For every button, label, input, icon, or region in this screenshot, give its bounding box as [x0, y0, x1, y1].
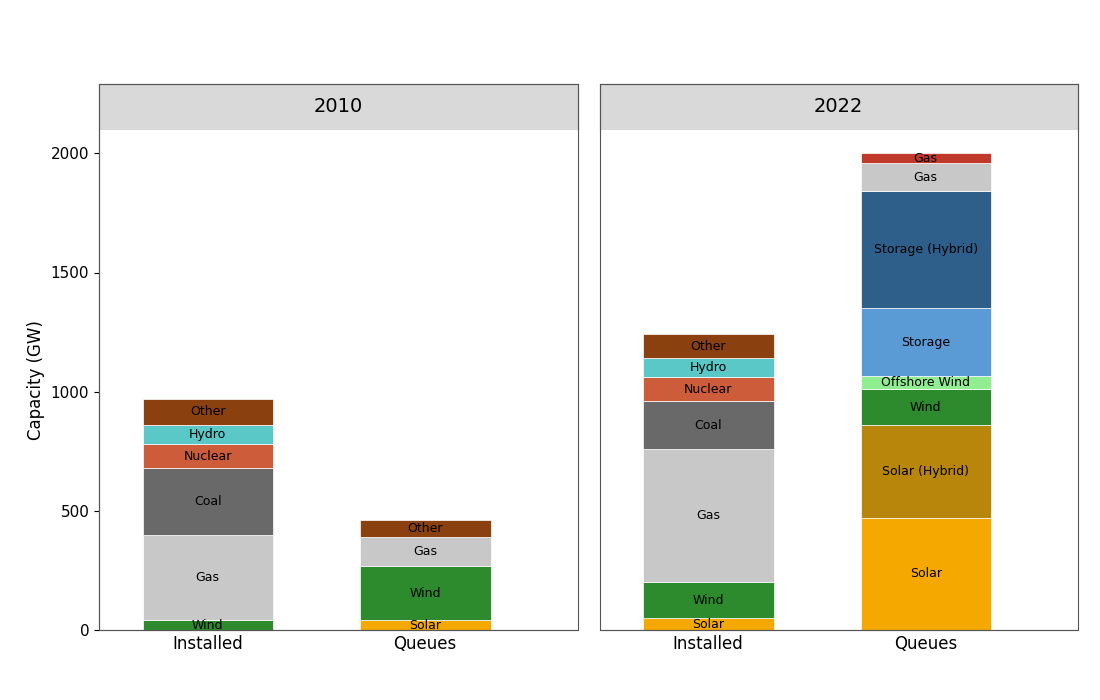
Text: Coal: Coal [194, 495, 221, 508]
Text: Coal: Coal [694, 419, 722, 431]
Text: Wind: Wind [409, 587, 441, 600]
Text: Hydro: Hydro [189, 428, 227, 441]
Bar [644, 449, 773, 582]
Text: Solar: Solar [692, 617, 724, 631]
Text: Hydro: Hydro [690, 361, 727, 374]
Bar [143, 620, 273, 630]
Bar [644, 582, 773, 618]
Text: Gas: Gas [914, 152, 937, 164]
Bar [860, 376, 991, 389]
Text: Wind: Wind [910, 400, 942, 414]
Text: Gas: Gas [414, 545, 438, 558]
Text: Other: Other [407, 522, 443, 536]
Bar [360, 520, 491, 537]
Bar [644, 401, 773, 449]
Text: Gas: Gas [196, 571, 220, 584]
Text: Storage: Storage [901, 336, 950, 349]
Text: Gas: Gas [914, 171, 937, 183]
Text: Nuclear: Nuclear [184, 449, 232, 463]
Bar [860, 389, 991, 425]
Bar [143, 468, 273, 535]
Bar [143, 399, 273, 425]
Bar [360, 537, 491, 566]
Text: 2022: 2022 [814, 97, 864, 116]
Bar [360, 566, 491, 620]
Text: Nuclear: Nuclear [684, 383, 733, 395]
Text: Solar: Solar [910, 568, 942, 580]
Bar [143, 444, 273, 468]
Bar [860, 192, 991, 308]
Bar [860, 425, 991, 518]
Bar [644, 377, 773, 401]
Bar [860, 153, 991, 163]
Bar [360, 620, 491, 630]
Text: Other: Other [190, 405, 226, 419]
Text: Solar: Solar [409, 619, 441, 631]
Text: Solar (Hybrid): Solar (Hybrid) [882, 465, 969, 478]
Bar [860, 163, 991, 192]
Bar [644, 618, 773, 630]
Text: Offshore Wind: Offshore Wind [881, 376, 970, 389]
Bar [143, 535, 273, 620]
Text: Storage (Hybrid): Storage (Hybrid) [873, 244, 978, 256]
Bar [644, 358, 773, 377]
Text: Wind: Wind [192, 619, 223, 631]
Y-axis label: Capacity (GW): Capacity (GW) [28, 320, 45, 440]
Bar [143, 425, 273, 444]
Bar [860, 308, 991, 376]
Text: Other: Other [691, 340, 726, 353]
Text: Gas: Gas [696, 509, 720, 522]
Bar [860, 518, 991, 630]
Bar [644, 335, 773, 358]
Text: 2010: 2010 [314, 97, 363, 116]
Text: Wind: Wind [693, 594, 724, 607]
